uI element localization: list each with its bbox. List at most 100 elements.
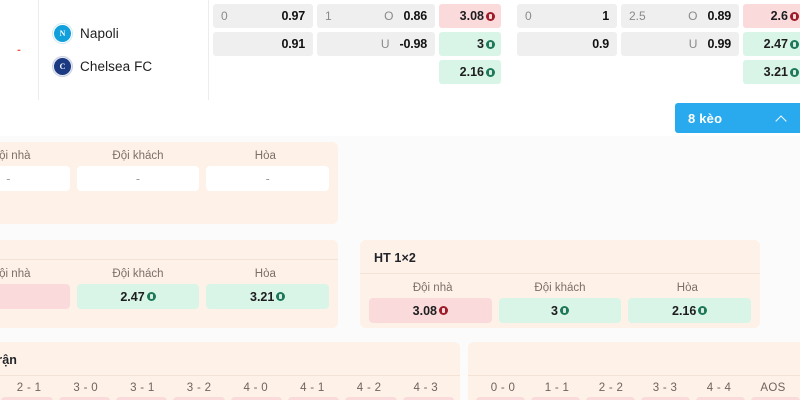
overunder2-under-cell[interactable]: U 0.99 [621, 32, 739, 56]
score-header: 3 - 1 [130, 382, 155, 394]
score-cell[interactable]: 33 [173, 397, 225, 400]
draw-cell[interactable] [641, 397, 690, 400]
score-header: 2 - 1 [16, 382, 42, 394]
panel-ht-1x2-values: 3.08 3 2.16 [360, 298, 760, 334]
trend-down-icon [146, 292, 156, 301]
handicap-home-value: 0.97 [281, 9, 305, 23]
onextwo2-away-cell[interactable]: 2.47 [743, 32, 800, 56]
score-cell[interactable]: 119 [345, 397, 397, 400]
header-away: Đội khách [112, 268, 164, 280]
panel-ht-1x2-title: HT 1×2 [374, 251, 416, 265]
onextwo-draw-cell[interactable]: 2.16 [439, 60, 501, 84]
markets-panels: Đội nhà Đội khách Hòa - - - Đội nh [0, 136, 800, 400]
trend-down-icon [559, 306, 569, 315]
panel-ft-1x2-headers: Đội nhà Đội khách Hòa [0, 142, 338, 166]
correct-score-headers: 0 2 - 1 3 - 0 3 - 1 3 - 2 4 - 0 4 - 1 4 … [0, 376, 460, 397]
ht-left-away-cell[interactable]: 2.47 [76, 284, 200, 309]
match-row: - N Napoli C Chelsea FC 0 0.97 [0, 0, 800, 100]
ht-1x2-draw-cell[interactable]: 2.16 [628, 298, 752, 323]
score-header: 3 - 0 [73, 382, 98, 394]
handicap2-spacer [517, 60, 617, 84]
ht-1x2-home-cell[interactable]: 3.08 [369, 298, 492, 323]
draw-cell[interactable] [586, 397, 635, 400]
onextwo2-draw-cell[interactable]: 3.21 [743, 60, 800, 84]
over-label: O [384, 9, 394, 23]
score-header: 4 - 0 [243, 382, 268, 394]
napoli-logo: N [53, 24, 72, 43]
handicap2-away-cell[interactable]: 0.9 [517, 32, 617, 56]
score-cell[interactable]: 134 [230, 397, 282, 400]
draw-score-headers: 0 - 0 1 - 1 2 - 2 3 - 3 4 - 4 AOS [468, 376, 800, 397]
ht-1x2-away-cell[interactable]: 3 [498, 298, 622, 323]
more-odds-bar: 8 kèo [0, 100, 800, 136]
handicap-spacer [213, 60, 313, 84]
handicap2-away-value: 0.9 [592, 37, 609, 51]
draw-header: 1 - 1 [544, 382, 570, 394]
trend-down-icon [486, 67, 495, 77]
panel-draw-title [468, 342, 800, 375]
team-home[interactable]: N Napoli [53, 24, 208, 43]
score-header: 3 - 2 [186, 382, 212, 394]
overunder-line: 1 [325, 9, 332, 23]
trend-down-icon [486, 39, 495, 49]
chevron-up-icon [776, 113, 787, 124]
team-home-name: Napoli [80, 26, 119, 41]
under2-label: U [688, 37, 698, 51]
team-away-name: Chelsea FC [80, 59, 153, 74]
header-draw: Hòa [676, 282, 698, 294]
overunder-over-cell[interactable]: 1 O 0.86 [317, 4, 435, 28]
chelsea-logo: C [53, 57, 72, 76]
overunder-spacer [317, 60, 435, 84]
ht-left-home-cell[interactable] [0, 284, 70, 309]
handicap-group-2: 0 1 0.9 [517, 4, 617, 100]
score-header: 4 - 3 [413, 382, 438, 394]
score-cell[interactable]: 9.5 [1, 397, 53, 400]
handicap-home-cell[interactable]: 0 0.97 [213, 4, 313, 28]
score-cell[interactable]: 89 [287, 397, 340, 400]
score-cell[interactable]: 25 [115, 397, 168, 400]
draw-cell[interactable] [751, 397, 800, 400]
draw-cell[interactable] [531, 397, 580, 400]
under-value: -0.98 [399, 37, 428, 51]
onextwo2-home-cell[interactable]: 2.6 [743, 4, 800, 28]
onextwo-away-cell[interactable]: 3 [439, 32, 501, 56]
handicap-away-cell[interactable]: 0.91 [213, 32, 313, 56]
header-draw: Hòa [254, 268, 276, 280]
handicap-away-value: 0.91 [281, 37, 305, 51]
teams-cell[interactable]: N Napoli C Chelsea FC [39, 0, 209, 100]
panel-ht-1x2: HT 1×2 Đội nhà Đội khách Hòa 3.08 3 2.16 [360, 240, 760, 328]
draw-cell[interactable] [476, 397, 525, 400]
draw-header: 0 - 0 [490, 382, 516, 394]
correct-score-values: 9.5 39 25 33 134 [0, 397, 460, 400]
overunder-under-cell[interactable]: U -0.98 [317, 32, 435, 56]
ft-1x2-draw-value: - [265, 171, 270, 186]
panel-ht-left-values: 2.47 3.21 [0, 284, 338, 320]
panel-ft-1x2-values: - - - [0, 166, 338, 202]
onextwo-group-1: 3.08 3 2.16 [439, 4, 501, 100]
panel-ht-1x2-headers: Đội nhà Đội khách Hòa [360, 274, 760, 298]
ft-1x2-away-value: - [135, 171, 141, 186]
onextwo-group-2: 2.6 2.47 3.21 [743, 4, 800, 100]
panel-ft-1x2: Đội nhà Đội khách Hòa - - - [0, 142, 338, 224]
ft-1x2-away-cell[interactable]: - [76, 166, 200, 191]
ft-1x2-home-cell[interactable]: - [0, 166, 70, 191]
odds-divider [505, 4, 513, 100]
team-away[interactable]: C Chelsea FC [53, 57, 208, 76]
overunder2-over-cell[interactable]: 2.5 O 0.89 [621, 4, 739, 28]
ft-1x2-draw-cell[interactable]: - [206, 166, 330, 191]
handicap2-home-cell[interactable]: 0 1 [517, 4, 617, 28]
ht-left-draw-cell[interactable]: 3.21 [206, 284, 330, 309]
overunder-group-1: 1 O 0.86 U -0.98 [317, 4, 435, 100]
overunder-group-2: 2.5 O 0.89 U 0.99 [621, 4, 739, 100]
trend-down-icon [790, 39, 799, 49]
score-header: 4 - 1 [300, 382, 325, 394]
score-cell[interactable]: 234 [402, 397, 454, 400]
over2-label: O [688, 9, 698, 23]
ht-1x2-home-value: 3.08 [412, 303, 437, 318]
onextwo2-home-value: 2.6 [770, 9, 788, 23]
more-odds-button[interactable]: 8 kèo [675, 103, 800, 133]
draw-cell[interactable] [696, 397, 745, 400]
onextwo-home-cell[interactable]: 3.08 [439, 4, 501, 28]
score-cell[interactable]: 39 [58, 397, 110, 400]
over2-value: 0.89 [707, 9, 731, 23]
